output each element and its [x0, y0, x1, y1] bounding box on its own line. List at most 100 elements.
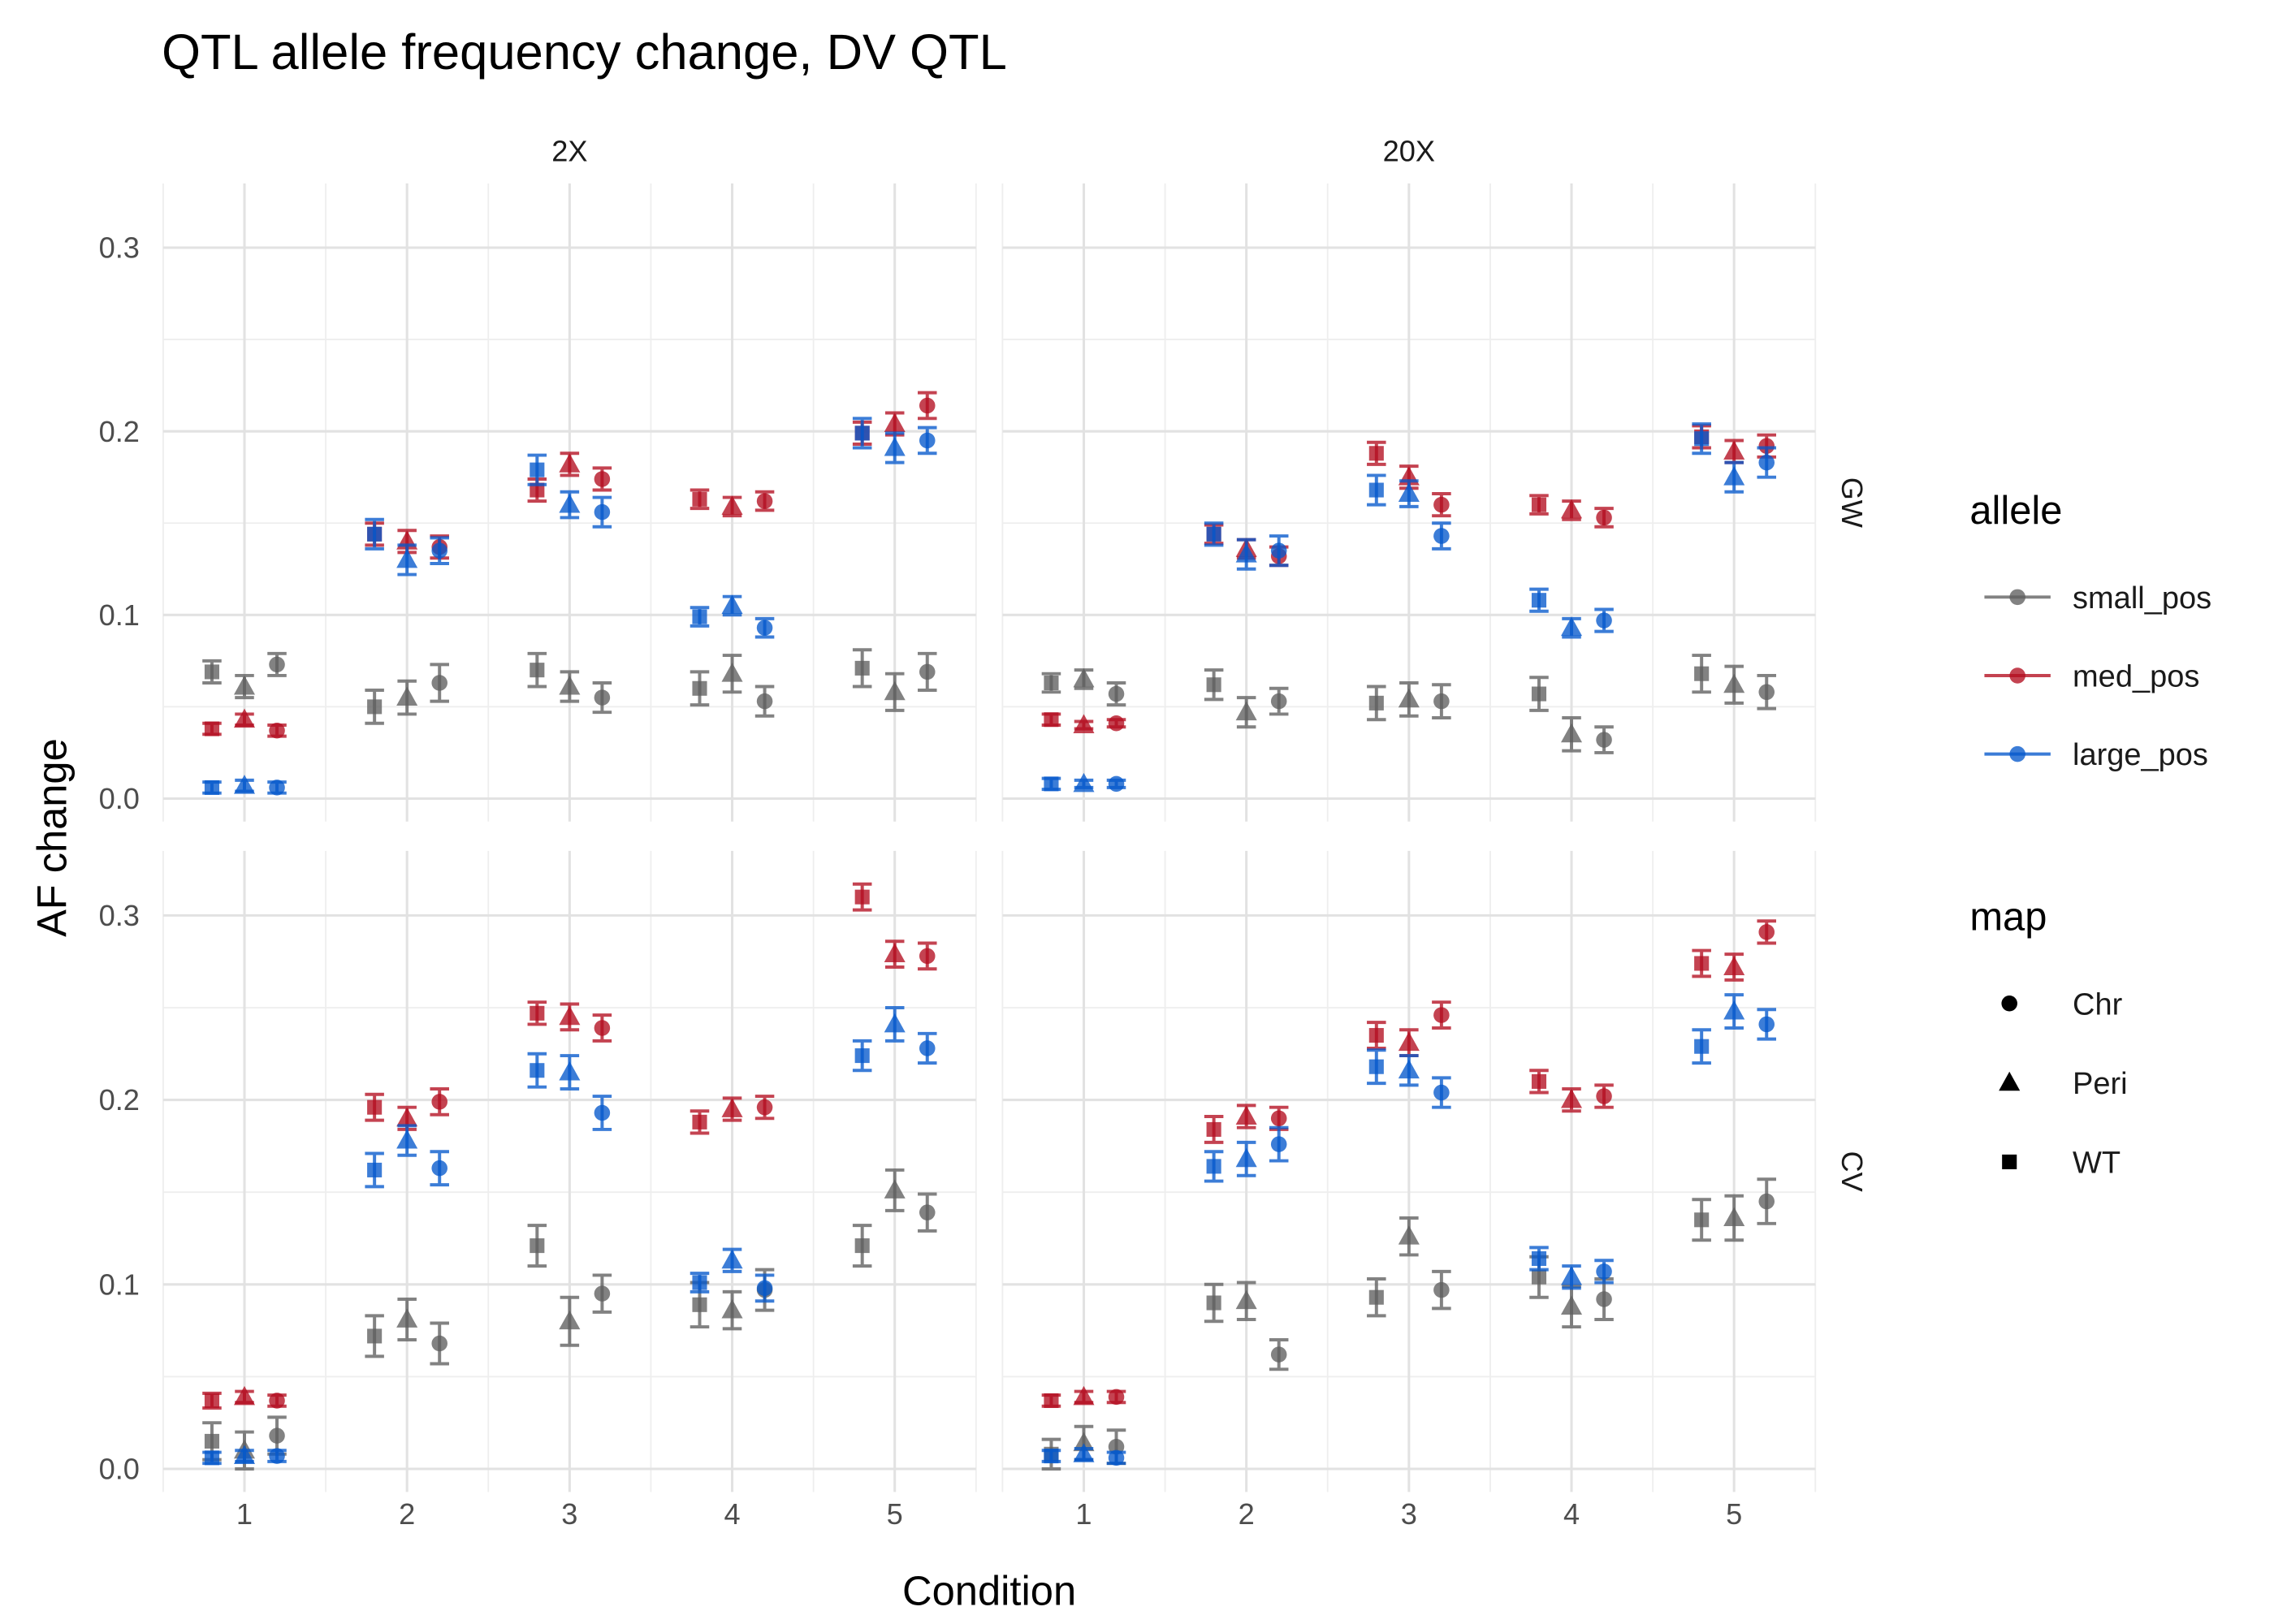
y-axis-title: AF change: [28, 738, 75, 937]
chart-title: QTL allele frequency change, DV QTL: [162, 24, 1007, 80]
data-point: [1723, 673, 1745, 693]
y-tick-label: 0.0: [99, 782, 140, 815]
data-point: [1108, 1449, 1125, 1466]
data-point: [756, 1280, 773, 1297]
data-point: [1694, 1212, 1710, 1228]
data-point: [1270, 542, 1287, 559]
data-point: [204, 1433, 220, 1449]
data-point: [1433, 693, 1450, 710]
data-point: [530, 1005, 545, 1021]
data-point: [594, 1104, 611, 1121]
legend-key-shape: [1999, 1071, 2021, 1091]
legend-label: large_pos: [2073, 738, 2208, 772]
data-point: [1723, 1000, 1745, 1020]
data-point: [1368, 1289, 1384, 1305]
data-point: [530, 1238, 545, 1254]
y-tick-label: 0.2: [99, 415, 140, 448]
data-point: [1433, 496, 1450, 513]
data-point: [1235, 701, 1257, 721]
x-tick-label: 4: [1563, 1497, 1580, 1531]
data-point: [1044, 1449, 1059, 1464]
data-point: [530, 482, 545, 498]
data-point: [756, 1099, 773, 1116]
data-point: [1758, 438, 1775, 455]
data-point: [919, 1040, 936, 1056]
data-point: [1758, 924, 1775, 940]
data-point: [1044, 776, 1059, 792]
data-point: [756, 493, 773, 509]
data-point: [884, 680, 906, 701]
y-tick-label: 0.3: [99, 899, 140, 932]
data-point: [1723, 956, 1745, 975]
strip-label-row: GW: [1835, 477, 1869, 528]
data-point: [1206, 526, 1221, 542]
data-point: [1073, 1443, 1095, 1462]
data-point: [1758, 684, 1775, 701]
data-point: [559, 1060, 581, 1081]
data-point: [1531, 1073, 1547, 1089]
data-point: [269, 656, 285, 673]
x-tick-label: 1: [236, 1497, 253, 1531]
data-point: [1560, 1089, 1583, 1108]
data-point: [721, 1299, 743, 1319]
data-point: [1596, 1291, 1612, 1307]
legend-label: med_pos: [2073, 660, 2199, 694]
data-point: [233, 708, 256, 728]
data-point: [692, 1297, 707, 1312]
data-point: [204, 1393, 220, 1408]
y-tick-label: 0.1: [99, 598, 140, 632]
data-point: [1758, 454, 1775, 471]
data-point: [1596, 612, 1612, 628]
data-point: [692, 1114, 707, 1129]
data-point: [233, 775, 256, 794]
data-point: [1073, 772, 1095, 793]
data-point: [692, 491, 707, 507]
data-point: [854, 660, 870, 676]
data-point: [1596, 1088, 1612, 1104]
data-point: [1433, 1084, 1450, 1101]
data-point: [884, 1013, 906, 1033]
data-point: [1073, 1385, 1095, 1406]
data-point: [1560, 1266, 1583, 1285]
data-point: [1398, 688, 1420, 708]
data-point: [367, 526, 383, 542]
data-point: [1694, 666, 1710, 681]
data-point: [559, 675, 581, 695]
data-point: [1235, 1289, 1257, 1310]
data-point: [1433, 528, 1450, 544]
data-point: [269, 1448, 285, 1464]
data-point: [559, 1005, 581, 1026]
data-point: [559, 494, 581, 513]
data-point: [1368, 446, 1384, 461]
data-point: [1044, 1393, 1059, 1408]
data-point: [396, 1107, 418, 1127]
data-point: [854, 1238, 870, 1254]
x-tick-label: 5: [1726, 1497, 1742, 1531]
legend-label: Chr: [2073, 987, 2123, 1021]
data-point: [884, 412, 906, 433]
data-point: [756, 693, 773, 710]
data-point: [721, 1249, 743, 1269]
data-point: [1368, 1059, 1384, 1074]
data-point: [1723, 440, 1745, 460]
legend-key-point: [2009, 667, 2025, 684]
x-tick-label: 3: [561, 1497, 577, 1531]
data-point: [1531, 1250, 1547, 1267]
data-point: [721, 495, 743, 515]
data-point: [1235, 1147, 1257, 1168]
data-point: [1596, 732, 1612, 748]
strip-label-col: 20X: [1383, 135, 1435, 168]
data-point: [1270, 1136, 1287, 1152]
data-point: [530, 462, 545, 477]
data-point: [367, 699, 383, 715]
strip-label-col: 2X: [551, 135, 587, 168]
data-point: [854, 889, 870, 905]
data-point: [1723, 466, 1745, 486]
legend-key-shape: [2002, 1154, 2017, 1169]
x-tick-label: 1: [1075, 1497, 1092, 1531]
data-point: [269, 1393, 285, 1409]
data-point: [1758, 1016, 1775, 1033]
data-point: [1398, 1225, 1420, 1245]
data-point: [1694, 1039, 1710, 1054]
data-point: [233, 675, 256, 695]
